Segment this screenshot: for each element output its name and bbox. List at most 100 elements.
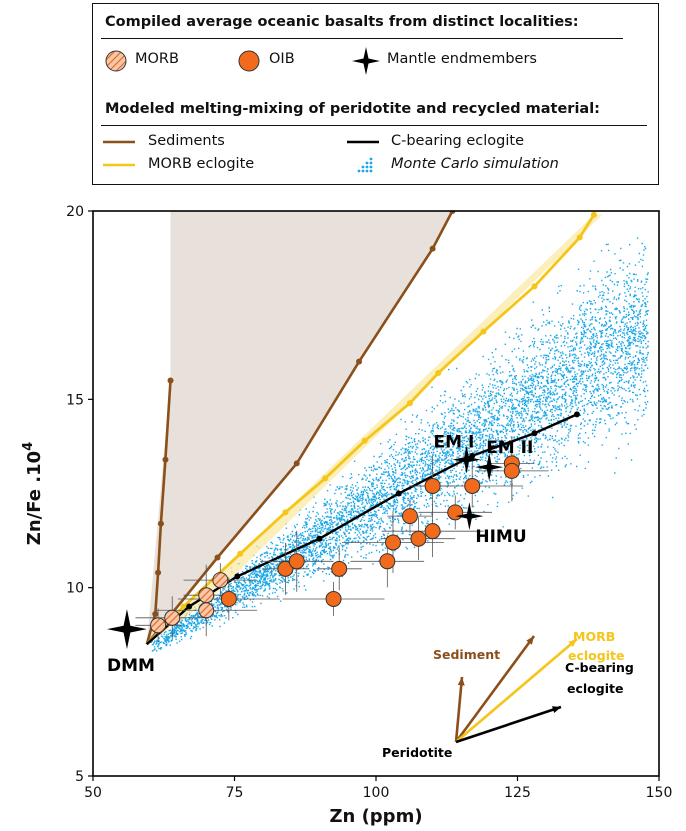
morb-eclogite-curve-marker [322, 475, 329, 482]
x-tick-label: 150 [646, 785, 673, 801]
monte-carlo-dots [150, 237, 649, 652]
oib-point [220, 590, 237, 607]
sediment-curve-a-marker [152, 611, 159, 618]
legend-morb-eclogite-label: MORB eclogite [148, 156, 255, 172]
c-eclogite-curve-marker [469, 452, 476, 459]
legend-c-eclogite-label: C-bearing eclogite [391, 133, 524, 149]
y-axis-label: Zn/Fe .104 [21, 442, 45, 545]
legend-divider-2 [101, 125, 647, 126]
vector-carbon-label-2: eclogite [567, 681, 623, 696]
sediment-curve-b-marker [356, 358, 363, 365]
y-axis-label-sup: 4 [21, 442, 36, 451]
c-eclogite-curve-marker [531, 430, 538, 437]
c-eclogite-curve-marker [573, 411, 580, 418]
sediment-vector-a-head [457, 677, 465, 686]
oib-point [325, 590, 342, 607]
endmember-star-icon [452, 445, 481, 474]
endmember-label: DMM [107, 656, 155, 676]
sediment-curve-a-marker [157, 520, 164, 527]
morb-eclogite-curve-marker [237, 550, 244, 557]
monte-carlo-dots-icon [357, 157, 373, 173]
legend-monte-carlo-label: Monte Carlo simulation [391, 156, 559, 172]
sediment-vector-b [454, 635, 536, 743]
c-eclogite-curve-marker [395, 490, 402, 497]
c-eclogite-curve-line [146, 413, 578, 646]
legend-sediments-label: Sediments [148, 133, 225, 149]
vector-carbon-label: C-bearing [565, 660, 634, 675]
morb-vector [455, 638, 578, 743]
y-tick-label: 20 [66, 204, 84, 220]
c-eclogite-curve-marker [186, 603, 193, 610]
oib-point [464, 477, 481, 494]
sediment-curve-b-marker [214, 554, 221, 561]
oib-point [277, 560, 294, 577]
oib-point [331, 560, 348, 577]
endmember-label: EM II [486, 438, 533, 458]
morb-vector-head [568, 639, 577, 648]
mantle-star-icon [352, 47, 380, 75]
legend-heading-basalts: Compiled average oceanic basalts from di… [105, 14, 579, 30]
oib-point [424, 477, 441, 494]
x-tick-label: 100 [363, 785, 390, 801]
sediments-line-icon [103, 140, 135, 144]
oib-point [503, 462, 520, 479]
oib-point [384, 534, 401, 551]
legend-oib-label: OIB [269, 51, 295, 67]
morb-point [212, 572, 229, 589]
y-tick-label: 10 [66, 581, 84, 597]
morb-point [164, 609, 181, 626]
sediment-vector-a [454, 676, 464, 743]
oib-point [379, 553, 396, 570]
oib-point [410, 530, 427, 547]
sediment-vector-b-head [526, 636, 534, 645]
legend-divider [101, 38, 623, 39]
morb-eclogite-curve-marker [282, 509, 289, 516]
x-tick-label: 75 [226, 785, 244, 801]
morb-eclogite-curve-marker [531, 283, 538, 290]
oib-point [424, 523, 441, 540]
y-tick-label: 15 [66, 392, 84, 408]
vector-origin-label: Peridotite [382, 745, 452, 760]
c-eclogite-vector-head [552, 706, 561, 713]
c-eclogite-vector [455, 705, 562, 744]
morb-eclogite-curve-marker [406, 400, 413, 407]
legend-mantle-label: Mantle endmembers [387, 51, 537, 67]
endmember-star-icon [106, 609, 147, 650]
oib-point [401, 508, 418, 525]
c-eclogite-curve-marker [234, 573, 241, 580]
morb-eclogite-curve-marker [590, 211, 597, 218]
sediment-curve-a-marker [155, 569, 162, 576]
legend: Compiled average oceanic basalts from di… [92, 3, 659, 185]
morb-eclogite-curve-marker [576, 234, 583, 241]
sediment-envelope [146, 211, 453, 645]
morb-point [150, 617, 167, 634]
endmember-star-icon [475, 453, 504, 482]
c-eclogite-line-icon [347, 140, 379, 144]
c-eclogite-curve-marker [316, 535, 323, 542]
morb-eclogite-curve-marker [480, 328, 487, 335]
sediment-curve-a-marker [162, 456, 169, 463]
oib-swatch-icon [238, 50, 260, 72]
x-axis-label: Zn (ppm) [329, 806, 422, 827]
oib-point [447, 504, 464, 521]
vector-morb-label: MORB [573, 629, 615, 644]
sediment-curve-a-marker [167, 377, 174, 384]
morb-point [198, 602, 215, 619]
morb-eclogite-line-icon [103, 163, 135, 167]
sediment-curve-b-marker [429, 245, 436, 252]
legend-morb-label: MORB [135, 51, 179, 67]
vector-morb-label-2: eclogite [568, 648, 624, 663]
y-tick-label: 5 [75, 769, 84, 785]
morb-swatch-icon [105, 50, 127, 72]
x-tick-label: 50 [84, 785, 102, 801]
vector-sediment-label: Sediment [433, 647, 500, 662]
morb-eclogite-curve-line [145, 214, 596, 646]
x-tick-label: 125 [504, 785, 531, 801]
morb-eclogite-curve-marker [361, 437, 368, 444]
morb-point [198, 587, 215, 604]
sediment-curve-b-line [145, 211, 454, 646]
endmember-star-icon [455, 502, 484, 531]
morb-eclogite-curve-marker [180, 603, 187, 610]
morb-eclogite-curve-marker [435, 369, 442, 376]
